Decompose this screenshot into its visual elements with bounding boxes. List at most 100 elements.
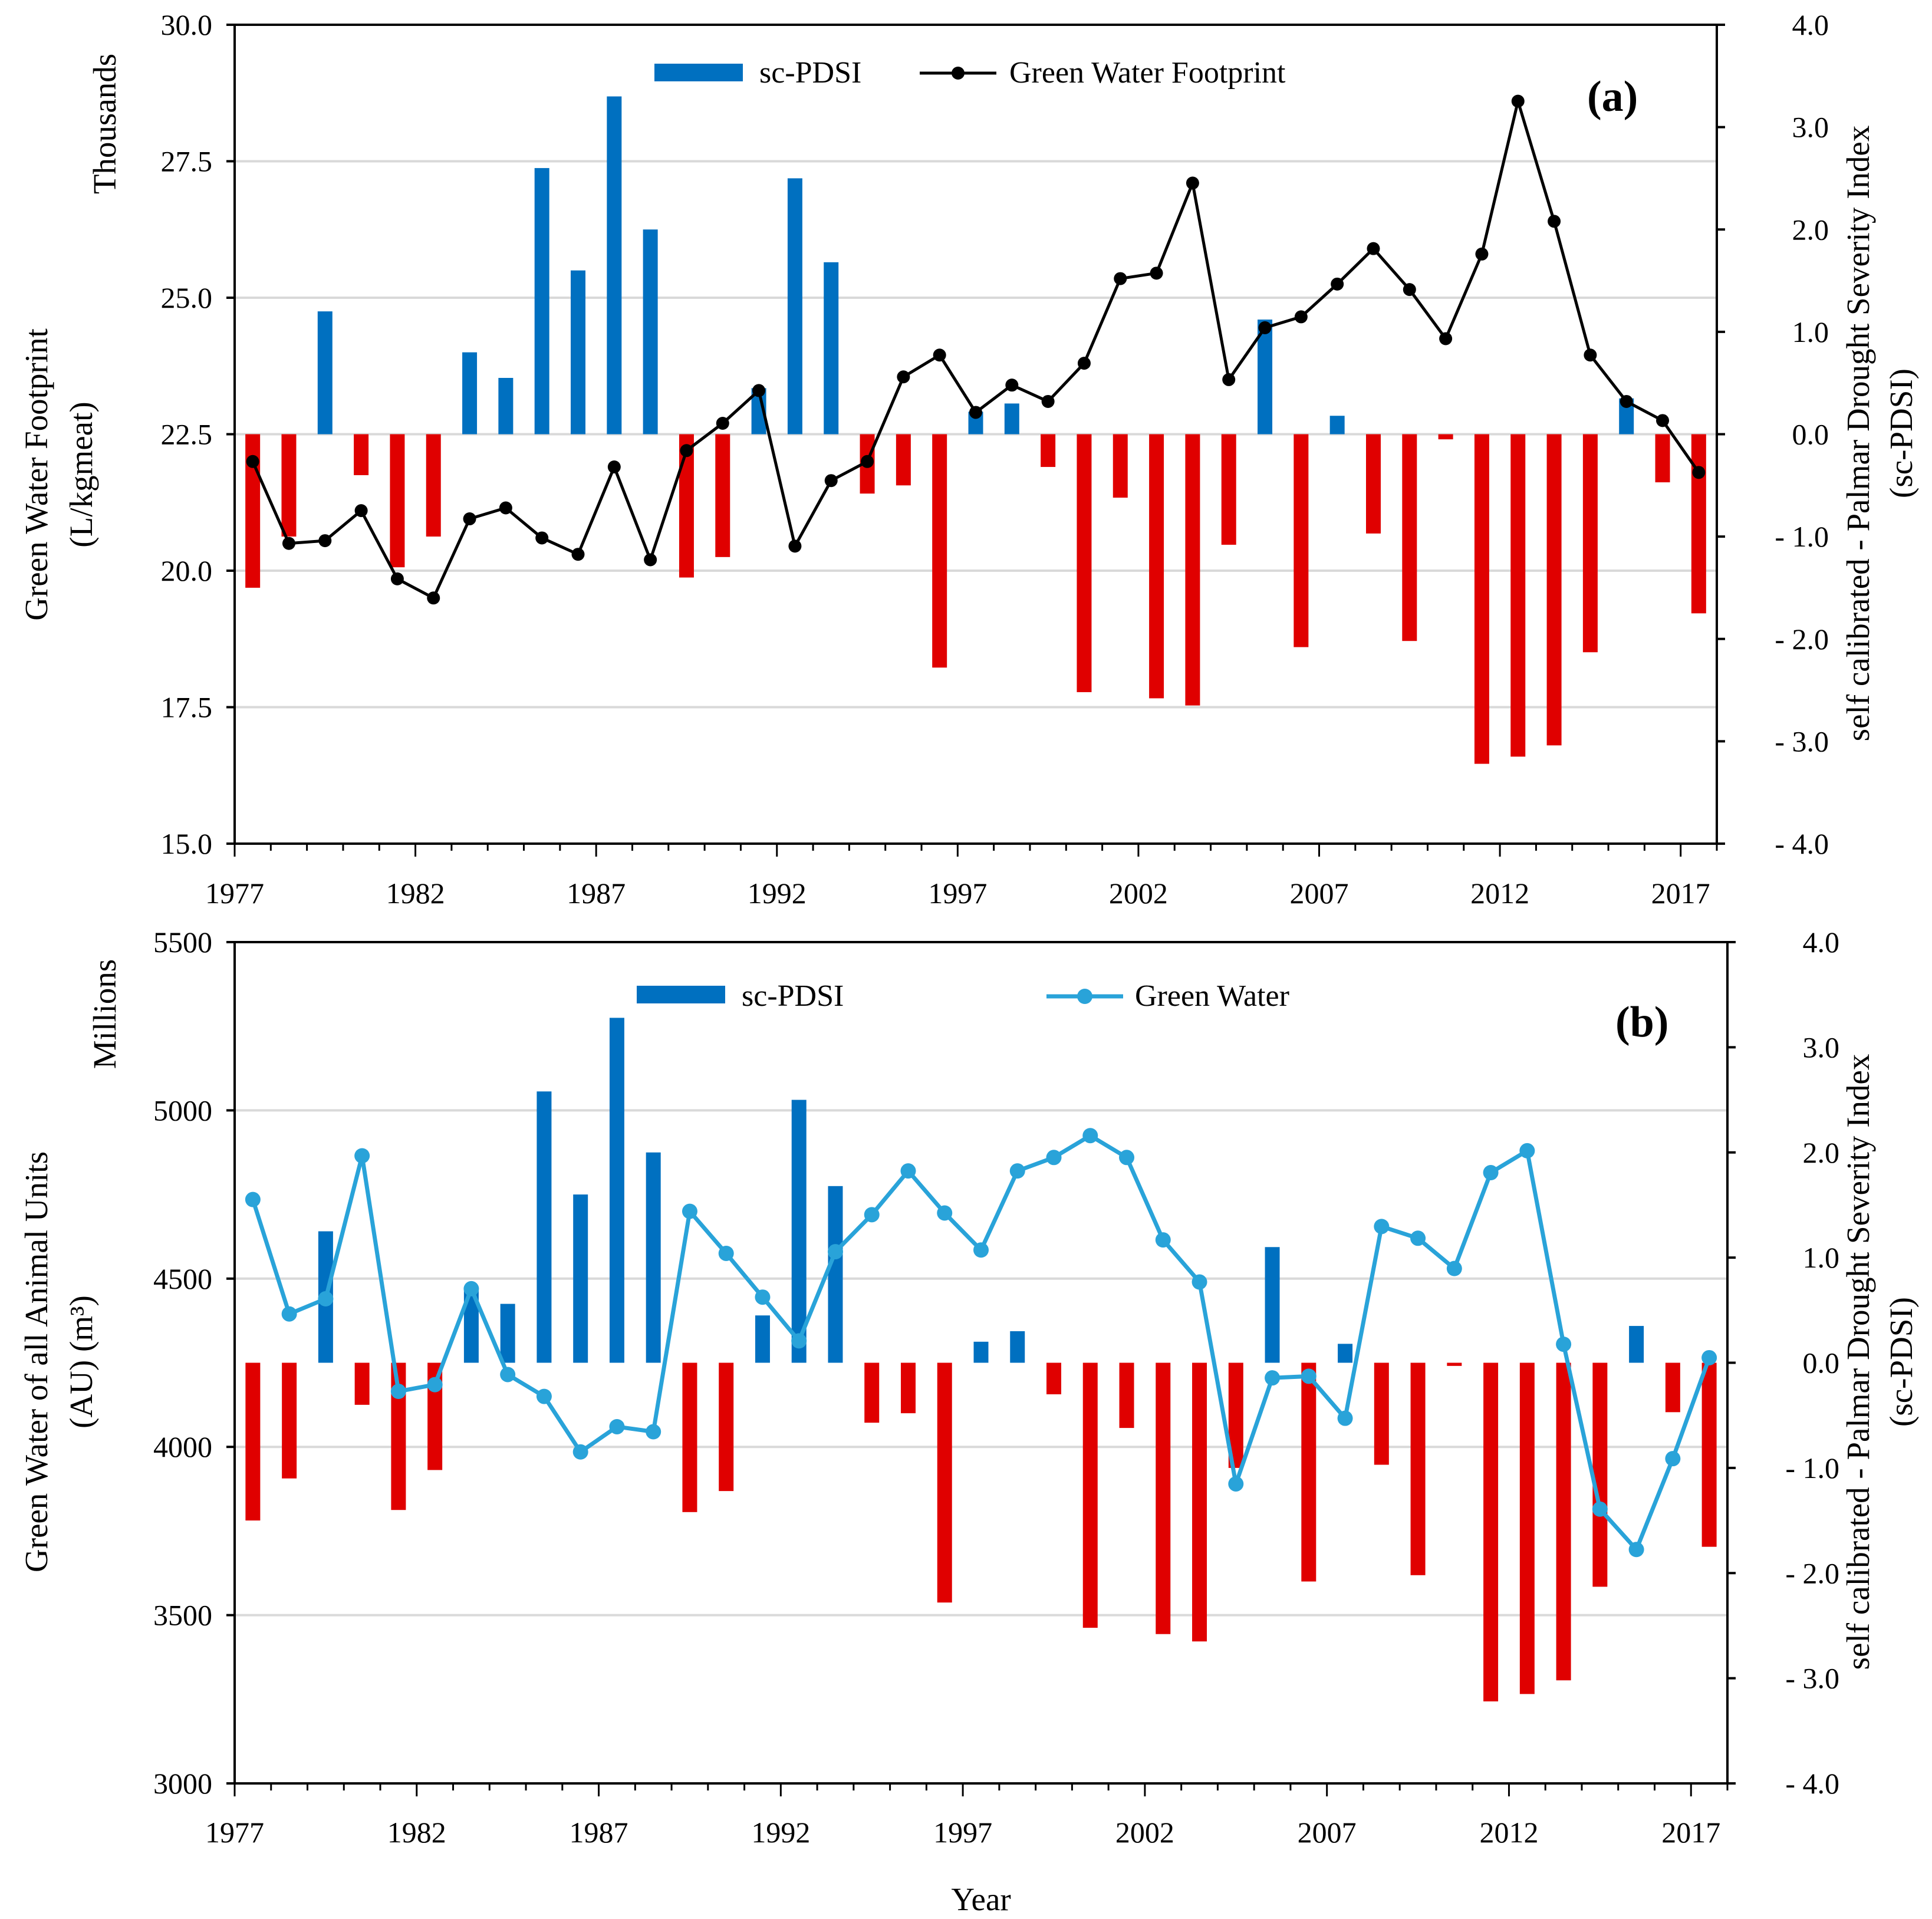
series-point: [500, 1367, 516, 1383]
series-point: [1186, 176, 1199, 190]
series-point: [607, 460, 621, 474]
pdsi-bar: [1365, 434, 1381, 534]
pdsi-bar: [1221, 434, 1236, 545]
pdsi-bar: [1265, 1247, 1280, 1363]
x-tick-label: 2012: [1479, 1816, 1538, 1849]
pdsi-bar: [755, 1315, 770, 1363]
pdsi-bar: [281, 434, 297, 537]
pdsi-bar: [1556, 1362, 1571, 1681]
y-right-title: self calibrated - Palmar Drought Severit…: [1840, 1054, 1876, 1670]
series-point: [1155, 1232, 1171, 1248]
pdsi-bar: [1410, 1362, 1426, 1575]
series-point: [282, 536, 295, 550]
panel-b: 3000 3500 4000 4500 5000 5500 - 4.0 - 3.0 - 2.0 -…: [18, 926, 1919, 1917]
x-tick-label: 2007: [1298, 1816, 1357, 1849]
series-point: [1410, 1230, 1426, 1246]
plot-frame: [233, 24, 1718, 845]
series-point: [1222, 373, 1236, 386]
pdsi-bar: [426, 434, 441, 537]
pdsi-bar: [500, 1304, 515, 1363]
series-point: [1041, 394, 1055, 408]
y-left-units: Thousands: [87, 54, 123, 194]
pdsi-bar: [1374, 1362, 1389, 1465]
pdsi-bar: [1483, 1362, 1499, 1701]
pdsi-bar: [571, 270, 586, 435]
series-point: [900, 1163, 916, 1179]
pdsi-bar: [498, 378, 514, 435]
pdsi-bar: [932, 434, 947, 668]
series-point: [1367, 242, 1380, 255]
y-left-tick-label: 30.0: [161, 8, 213, 41]
x-tick-label: 2002: [1109, 877, 1168, 910]
pdsi-bar: [1438, 434, 1453, 440]
legend-line-label: Green Water Footprint: [1009, 56, 1286, 90]
pdsi-bar: [896, 434, 911, 486]
pdsi-bar: [864, 1362, 880, 1423]
series-point: [1046, 1150, 1062, 1166]
series-point: [1228, 1476, 1244, 1492]
series-point: [354, 1148, 370, 1164]
y-left-title: Green Water of all Animal Units: [18, 1151, 54, 1572]
series-point: [318, 1291, 334, 1307]
plot-frame: [233, 941, 1729, 1785]
series-point: [1439, 332, 1453, 345]
series-point: [718, 1245, 734, 1261]
y-left-subtitle: (L/kgmeat): [63, 401, 99, 547]
series-point: [572, 1444, 588, 1460]
x-tick-label: 1992: [751, 1816, 810, 1849]
y-right-subtitle: (sc-PDSI): [1883, 1297, 1919, 1427]
series-point: [1483, 1164, 1499, 1180]
series-point: [1592, 1501, 1608, 1517]
x-tick-label: 2017: [1651, 877, 1710, 910]
pdsi-bar: [824, 262, 839, 435]
legend-bar-label: sc-PDSI: [759, 56, 861, 90]
legend-line-marker: [952, 67, 965, 80]
pdsi-bar: [1041, 434, 1056, 468]
pdsi-bar: [828, 1186, 843, 1363]
pdsi-bar: [390, 434, 405, 568]
series-point: [1620, 394, 1633, 408]
series-point: [1374, 1219, 1390, 1235]
series-point: [1628, 1542, 1644, 1558]
series-point: [245, 1191, 261, 1207]
y-left-tick-label: 5500: [153, 926, 212, 959]
series-point: [427, 591, 440, 605]
y-right-tick-label: 3.0: [1792, 111, 1829, 144]
pdsi-bar: [1077, 434, 1092, 693]
x-tick-label: 1977: [205, 1816, 264, 1849]
x-tick-label: 1982: [386, 877, 445, 910]
pdsi-bar: [1329, 416, 1345, 435]
pdsi-bar: [1192, 1362, 1207, 1642]
y-left-tick-label: 15.0: [161, 827, 213, 860]
pdsi-bar: [573, 1194, 588, 1363]
series-point: [1119, 1150, 1135, 1166]
pdsi-bar: [1691, 434, 1706, 614]
y-right-subtitle: (sc-PDSI): [1883, 368, 1919, 498]
series-point: [1656, 414, 1670, 427]
series-point: [1114, 272, 1127, 285]
pdsi-bar: [1402, 434, 1417, 641]
series-point: [463, 512, 476, 526]
pdsi-bar: [1655, 434, 1670, 483]
pdsi-bar: [1546, 434, 1562, 746]
pdsi-bar: [1447, 1362, 1462, 1366]
panel-a: 15.0 17.5 20.0 22.5 25.0 27.5 30.0 - 4.0 - 3.0 - …: [18, 8, 1919, 910]
pdsi-bar: [317, 311, 333, 435]
series-point: [1258, 321, 1272, 334]
pdsi-bar: [937, 1362, 952, 1603]
series-point: [791, 1333, 807, 1349]
y-right-tick-label: 1.0: [1803, 1241, 1840, 1274]
pdsi-bar: [354, 1362, 370, 1405]
pdsi-bar: [607, 96, 622, 435]
y-left-tick-label: 25.0: [161, 281, 213, 314]
pdsi-bar: [1665, 1362, 1680, 1413]
y-right-tick-label: 4.0: [1803, 926, 1840, 959]
series-point: [897, 370, 910, 384]
y-right-tick-label: 0.0: [1803, 1347, 1840, 1380]
pdsi-bar: [1301, 1362, 1316, 1582]
series-point: [1009, 1163, 1025, 1179]
y-right-tick-label: 2.0: [1803, 1136, 1840, 1169]
series-point: [1294, 310, 1308, 324]
pdsi-bar: [1010, 1331, 1025, 1363]
pdsi-bar: [1629, 1326, 1644, 1363]
